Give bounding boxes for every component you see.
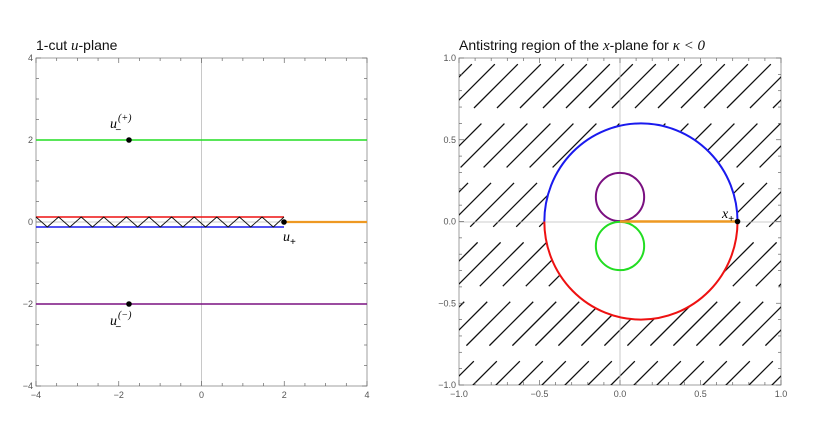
right-title-pre: Antistring region of the (459, 37, 603, 53)
right-x-tick-label: 0.0 (614, 389, 627, 399)
right-title-var: x (602, 38, 610, 54)
branch-cut-zigzag (35, 216, 285, 228)
hatch-line (798, 5, 831, 405)
left-x-tick-label: 2 (282, 390, 287, 400)
hatch-line (459, 58, 594, 193)
left-x-tick-label: −2 (114, 390, 124, 400)
hatch-line (459, 58, 525, 124)
hatch-line (459, 58, 778, 377)
hatch-line (472, 76, 781, 385)
blue-contour (543, 122, 739, 222)
hatch-line (459, 58, 755, 354)
hatch-line (459, 58, 686, 285)
label-u-minus-plus-sup: (+) (118, 113, 132, 124)
hatch-line (541, 145, 781, 385)
left-panel-title: 1-cut u-plane (36, 37, 117, 55)
label-x-plus-base: x (721, 207, 729, 222)
label-u-plus: u+ (283, 230, 296, 248)
left-y-tick-label: 2 (28, 135, 33, 145)
hatch-line (459, 58, 548, 147)
hatch-line (459, 58, 663, 262)
hatch-line (564, 168, 781, 385)
right-title-cond: κ < 0 (672, 38, 706, 54)
label-u-minus-plus-sub: − (115, 125, 121, 136)
hatch-line (108, 5, 508, 405)
antistring-hatching (39, 5, 831, 405)
label-u-minus-minus-sup: (−) (118, 310, 132, 321)
right-panel-title: Antistring region of the x-plane for κ <… (459, 37, 705, 55)
label-u-plus-base: u (283, 230, 290, 245)
hatch-line (459, 58, 571, 170)
hatch-line (459, 58, 732, 331)
hatch-line (633, 237, 781, 385)
right-y-tick-label: 1.0 (443, 53, 456, 63)
right-y-tick-label: −1.0 (438, 380, 456, 390)
hatch-line (459, 58, 617, 216)
hatch-line (587, 191, 781, 385)
right-title-mid: -plane for (609, 37, 673, 53)
hatch-line (459, 58, 709, 308)
right-y-tick-label: 0.5 (443, 135, 456, 145)
hatch-line (85, 5, 485, 405)
label-u-minus-minus-sub: − (115, 322, 121, 333)
right-ticks: −1.0 −0.5 0.0 0.5 1.0 1.0 0.5 0.0 −0.5 −1.0 (438, 53, 787, 399)
hatch-line (610, 214, 781, 385)
hatch-line (656, 260, 781, 385)
hatch-line (771, 375, 781, 385)
hatch-line (459, 58, 640, 239)
label-u-minus-plus: u(+) − (110, 113, 132, 136)
right-x-tick-label: −0.5 (531, 389, 549, 399)
left-title-var: u (71, 38, 79, 54)
point-x-plus (734, 218, 741, 225)
label-u-plus-sub: + (290, 237, 296, 248)
right-x-tick-label: 0.5 (694, 389, 707, 399)
left-y-tick-label: −4 (23, 381, 33, 391)
hatch-line (518, 122, 781, 385)
red-contour (543, 221, 739, 321)
label-x-plus: x+ (721, 207, 734, 225)
hatch-line (725, 329, 781, 385)
right-y-tick-label: −0.5 (438, 298, 456, 308)
hatch-line (679, 283, 781, 385)
left-x-tick-label: 4 (364, 390, 369, 400)
point-u-plus (281, 219, 287, 225)
left-y-tick-label: 0 (28, 217, 33, 227)
hatch-line (62, 5, 462, 405)
point-u-minus-minus (126, 301, 132, 307)
hatch-line (775, 5, 831, 405)
hatch-line (821, 5, 831, 405)
label-u-minus-minus-base: u (110, 314, 117, 329)
left-title-pre: 1-cut (36, 37, 72, 53)
hatch-line (39, 5, 439, 405)
hatch-line (495, 99, 781, 385)
hatch-line (702, 306, 781, 385)
point-u-minus-plus (126, 137, 132, 143)
label-u-minus-plus-base: u (110, 117, 117, 132)
hatch-line (459, 58, 479, 78)
left-y-tick-label: 4 (28, 53, 33, 63)
label-u-minus-minus: u(−) − (110, 310, 132, 333)
left-x-tick-label: 0 (199, 390, 204, 400)
right-x-tick-label: 1.0 (775, 389, 788, 399)
right-y-tick-label: 0.0 (443, 217, 456, 227)
label-x-plus-sub: + (728, 214, 734, 225)
left-y-tick-label: −2 (23, 299, 33, 309)
right-x-tick-label: −1.0 (450, 389, 468, 399)
left-x-tick-label: −4 (31, 390, 41, 400)
left-ticks: −4 −2 0 2 4 4 2 0 −2 −4 (23, 53, 370, 400)
left-title-post: -plane (78, 37, 118, 53)
hatch-line (459, 58, 502, 101)
